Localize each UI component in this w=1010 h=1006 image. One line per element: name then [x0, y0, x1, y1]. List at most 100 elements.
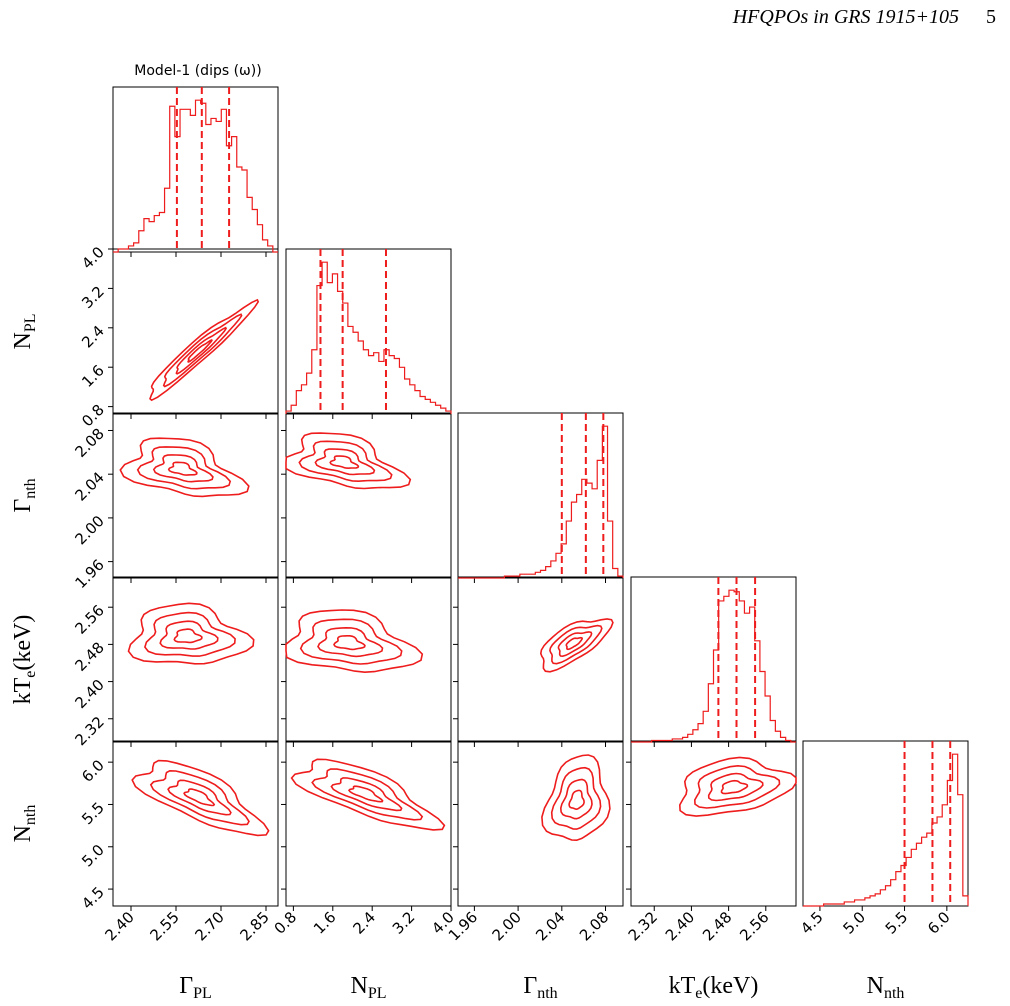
panel-frame-4-1 — [285, 740, 452, 907]
contour-kte-vs-npl-level-1 — [299, 618, 403, 665]
panel-frame-2-0 — [112, 412, 279, 579]
x-tick-label-gpl-1: 2.55 — [146, 908, 182, 944]
contour-kte-vs-gnth-level-0 — [539, 618, 614, 673]
contour-npl-vs-gpl-level-3 — [187, 338, 213, 363]
x-tick-label-nnth-1: 5.0 — [839, 908, 869, 938]
page-number: 5 — [986, 6, 996, 28]
contour-kte-vs-gnth-level-2 — [557, 631, 593, 658]
x-tick-label-nnth-3: 6.0 — [924, 908, 954, 938]
panel-frame-2-1 — [285, 412, 452, 579]
contour-gnth-vs-npl-level-3 — [329, 455, 360, 470]
plot-title: Model-1 (dips (ω)) — [134, 63, 261, 79]
contour-kte-vs-gpl-level-1 — [144, 611, 236, 657]
contour-nnth-vs-kte-level-1 — [693, 764, 781, 809]
contour-nnth-vs-npl-level-2 — [330, 777, 403, 812]
y-tick-label-nnth-2: 5.5 — [78, 799, 108, 829]
contour-kte-vs-gnth-level-1 — [549, 624, 603, 665]
x-tick-label-gpl-3: 2.85 — [236, 908, 272, 944]
y-tick-label-nnth-3: 6.0 — [78, 756, 108, 786]
panel-frame-4-4 — [802, 740, 969, 907]
panel-frame-4-3 — [630, 740, 797, 907]
x-tick-label-nnth-2: 5.5 — [882, 908, 912, 938]
x-tick-label-gpl-2: 2.70 — [191, 908, 227, 944]
x-axis-label-npl: NPL — [350, 973, 386, 1002]
y-tick-label-gnth-0: 1.96 — [71, 556, 107, 592]
panel-frame-4-2 — [457, 740, 624, 907]
contour-kte-vs-npl-level-0 — [285, 609, 424, 674]
y-tick-label-gnth-3: 2.08 — [71, 425, 107, 461]
x-tick-label-gpl-0: 2.40 — [101, 908, 137, 944]
panel-frame-4-0 — [112, 740, 279, 907]
y-tick-label-npl-2: 2.4 — [78, 322, 108, 352]
x-tick-label-kte-3: 2.56 — [736, 908, 772, 944]
y-tick-label-npl-1: 1.6 — [78, 361, 108, 391]
contour-nnth-vs-gpl-level-2 — [167, 779, 232, 816]
contour-kte-vs-npl-level-3 — [333, 635, 366, 651]
y-tick-label-gnth-2: 2.04 — [71, 468, 107, 504]
contour-nnth-vs-npl-level-0 — [290, 758, 446, 831]
histogram-gnth — [458, 425, 624, 579]
y-tick-label-npl-3: 3.2 — [78, 283, 108, 313]
contour-nnth-vs-gpl-level-3 — [183, 788, 216, 807]
contour-nnth-vs-gnth-level-1 — [550, 766, 602, 830]
y-tick-label-nnth-1: 5.0 — [78, 841, 108, 871]
y-tick-label-npl-4: 4.0 — [78, 243, 108, 273]
y-tick-label-kte-1: 2.40 — [71, 676, 107, 712]
contour-gnth-vs-npl-level-2 — [314, 448, 376, 476]
panel-frame-0-0 — [112, 86, 279, 253]
contour-nnth-vs-npl-level-3 — [347, 785, 384, 803]
panel-frame-3-2 — [457, 576, 624, 743]
panel-frame-1-1 — [285, 248, 452, 415]
contour-gnth-vs-npl-level-1 — [298, 440, 393, 483]
contour-nnth-vs-gnth-level-0 — [541, 754, 611, 842]
x-axis-label-gpl: ΓPL — [179, 973, 212, 1002]
panel-frame-3-1 — [285, 576, 452, 743]
panel-frame-3-3 — [630, 576, 797, 743]
contour-kte-vs-npl-level-2 — [317, 626, 384, 658]
histogram-npl — [285, 261, 452, 414]
panel-frame-2-2 — [457, 412, 624, 579]
running-title: HFQPOs in GRS 1915+105 — [732, 6, 959, 28]
x-axis-label-nnth: Nnth — [867, 973, 905, 1002]
contour-nnth-vs-gnth-level-3 — [568, 789, 585, 811]
contour-gnth-vs-npl-level-0 — [285, 432, 412, 490]
contour-kte-vs-gnth-level-3 — [565, 636, 584, 651]
contour-nnth-vs-gnth-level-2 — [559, 778, 593, 820]
y-tick-label-kte-3: 2.56 — [71, 601, 107, 637]
y-tick-label-kte-0: 2.32 — [71, 713, 107, 749]
contour-nnth-vs-npl-level-1 — [311, 768, 424, 821]
panel-frame-3-0 — [112, 576, 279, 743]
y-axis-label-gnth: Γnth — [10, 478, 39, 512]
x-tick-label-gnth-3: 2.08 — [576, 908, 612, 944]
x-tick-label-kte-1: 2.40 — [662, 908, 698, 944]
contour-gnth-vs-gpl-level-2 — [152, 454, 214, 483]
x-axis-label-gnth: Γnth — [523, 973, 557, 1002]
x-axis-label-kte: kTe(keV) — [669, 973, 759, 1002]
x-tick-label-nnth-0: 4.5 — [797, 908, 827, 938]
y-tick-label-gnth-1: 2.00 — [71, 512, 107, 548]
contour-nnth-vs-kte-level-2 — [707, 772, 764, 802]
y-tick-label-nnth-0: 4.5 — [78, 883, 108, 913]
panel-frame-1-0 — [112, 248, 279, 415]
contour-npl-vs-gpl-level-2 — [175, 326, 228, 375]
contour-kte-vs-gpl-level-2 — [159, 620, 219, 650]
contour-gnth-vs-gpl-level-0 — [119, 437, 250, 498]
x-tick-label-npl-1: 1.6 — [310, 908, 340, 938]
x-tick-label-npl-0: 0.8 — [271, 908, 301, 938]
x-tick-label-npl-3: 3.2 — [389, 908, 419, 938]
contour-nnth-vs-kte-level-0 — [678, 756, 797, 817]
contour-npl-vs-gpl-level-1 — [162, 313, 243, 388]
x-tick-label-kte-2: 2.48 — [699, 908, 735, 944]
histogram-gpl — [113, 99, 278, 253]
contour-nnth-vs-gpl-level-0 — [131, 759, 270, 837]
x-tick-label-kte-0: 2.32 — [625, 908, 661, 944]
y-axis-label-nnth: Nnth — [10, 805, 39, 843]
contour-kte-vs-gpl-level-0 — [127, 602, 255, 665]
contour-gnth-vs-gpl-level-3 — [167, 461, 198, 476]
contour-kte-vs-gpl-level-3 — [173, 628, 203, 644]
contour-nnth-vs-kte-level-3 — [720, 779, 749, 795]
page-header: HFQPOs in GRS 1915+105 5 — [733, 6, 996, 29]
histogram-nnth — [803, 753, 969, 907]
contour-npl-vs-gpl-level-0 — [149, 298, 260, 402]
